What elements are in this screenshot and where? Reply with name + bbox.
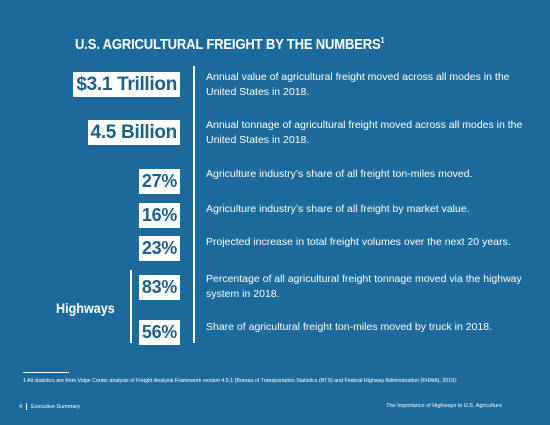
stat-description-highway-tonnage: Percentage of all agricultural freight t… [206,273,522,300]
stat-value-highway-tonnage: 83% [138,275,180,300]
vertical-divider [193,66,195,343]
footer-separator [26,403,28,410]
stat-description-annual-value: Annual value of agricultural freight mov… [206,71,510,98]
stat-description-projected-increase: Projected increase in total freight volu… [206,236,511,248]
stat-description-truck-ton-miles: Share of agricultural freight ton-miles … [206,321,492,333]
footnote: 1 All statistics are from Volpe Center a… [23,378,458,384]
stat-value-truck-ton-miles: 56% [138,320,180,345]
title-footnote-marker: 1 [380,36,385,45]
footer-report-title: The Importance of Highways to U.S. Agric… [386,403,502,409]
stat-description-annual-tonnage: Annual tonnage of agricultural freight m… [206,119,523,146]
page-title: U.S. AGRICULTURAL FREIGHT BY THE NUMBERS… [75,36,385,53]
highways-bracket-line [130,270,132,343]
page-title-text: U.S. AGRICULTURAL FREIGHT BY THE NUMBERS [75,37,381,53]
highways-label: Highways [56,300,115,316]
footnote-rule [23,372,69,373]
footer-left: 4 Executive Summary [19,403,80,410]
footer-section-title: Executive Summary [31,403,80,410]
stat-description-market-value-share: Agriculture industry’s share of all frei… [206,203,470,215]
stat-value-annual-tonnage: 4.5 Billion [87,120,180,145]
stat-value-annual-value: $3.1 Trillion [73,72,180,97]
stat-value-projected-increase: 23% [138,236,180,261]
page-number: 4 [19,403,23,410]
stat-value-ton-miles-share: 27% [138,169,180,194]
stat-description-ton-miles-share: Agriculture industry’s share of all frei… [206,168,473,180]
stat-value-market-value-share: 16% [138,203,180,228]
